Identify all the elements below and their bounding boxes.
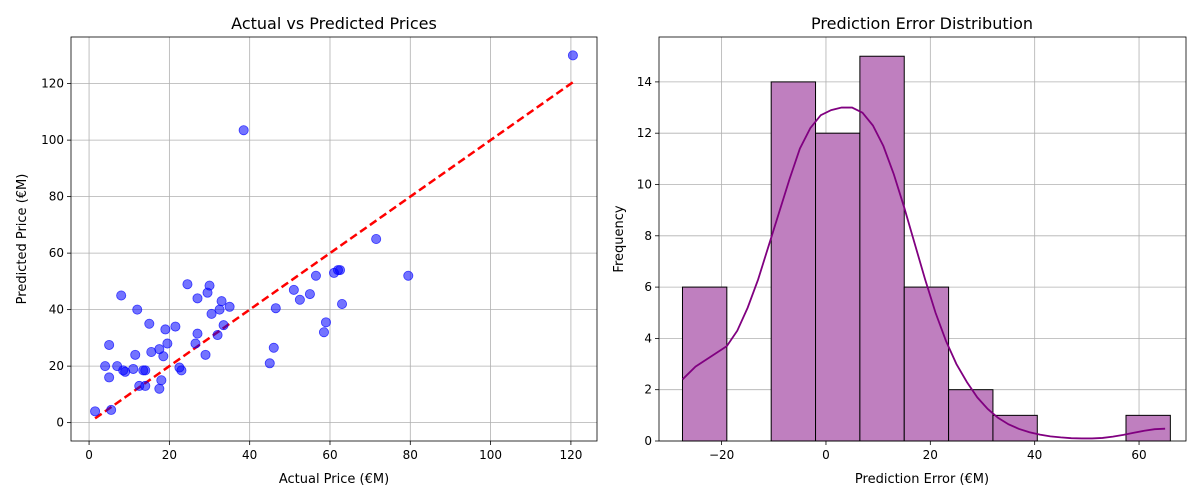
scatter-point bbox=[154, 383, 165, 394]
scatter-reference-line-group bbox=[94, 81, 574, 420]
scatter-point bbox=[144, 318, 155, 329]
scatter-ticks: 0 20 40 60 80 100 120 0 20 40 60 80 100 120 bbox=[41, 77, 582, 462]
histogram-x-tick-label: −20 bbox=[709, 448, 734, 462]
scatter-point bbox=[567, 50, 578, 61]
histogram-chart: Prediction Error Distribution −20 0 20 40 60… bbox=[612, 14, 1187, 487]
scatter-point bbox=[104, 372, 115, 383]
scatter-point bbox=[104, 339, 115, 350]
scatter-chart: Actual vs Predicted Prices 0 20 40 60 80 100 1… bbox=[15, 14, 598, 487]
scatter-point bbox=[160, 324, 171, 335]
histogram-x-tick-label: 40 bbox=[1027, 448, 1042, 462]
scatter-point bbox=[182, 279, 193, 290]
histogram-x-tick-label: 20 bbox=[923, 448, 938, 462]
histogram-bar bbox=[770, 81, 817, 442]
histogram-bar bbox=[948, 389, 994, 442]
scatter-point bbox=[212, 330, 223, 341]
scatter-x-tick-label: 120 bbox=[559, 448, 582, 462]
histogram-bars bbox=[681, 55, 1171, 442]
scatter-x-tick-label: 60 bbox=[322, 448, 337, 462]
scatter-point bbox=[140, 380, 151, 391]
scatter-point bbox=[170, 321, 181, 332]
histogram-y-tick-label: 10 bbox=[637, 177, 652, 191]
scatter-point bbox=[158, 351, 169, 362]
histogram-bar bbox=[859, 55, 905, 442]
scatter-point bbox=[204, 280, 215, 291]
scatter-point bbox=[206, 308, 217, 319]
scatter-point bbox=[192, 328, 203, 339]
histogram-y-tick-label: 0 bbox=[644, 434, 652, 448]
histogram-bar bbox=[815, 132, 861, 442]
histogram-y-tick-label: 4 bbox=[644, 331, 652, 345]
scatter-point bbox=[310, 270, 321, 281]
scatter-y-tick-label: 120 bbox=[41, 77, 64, 91]
scatter-y-tick-label: 20 bbox=[49, 359, 64, 373]
histogram-ticks: −20 0 20 40 60 0 2 4 6 8 10 12 14 bbox=[637, 75, 1147, 462]
histogram-bar bbox=[681, 286, 728, 442]
histogram-x-axis-label: Prediction Error (€M) bbox=[855, 472, 989, 487]
scatter-point bbox=[270, 303, 281, 314]
histogram-y-tick-label: 2 bbox=[644, 383, 652, 397]
scatter-x-tick-label: 0 bbox=[85, 448, 93, 462]
scatter-x-tick-label: 20 bbox=[162, 448, 177, 462]
scatter-x-tick-label: 40 bbox=[242, 448, 257, 462]
histogram-y-tick-label: 14 bbox=[637, 75, 652, 89]
histogram-kde-group bbox=[681, 106, 1166, 440]
scatter-point bbox=[218, 320, 229, 331]
scatter-reference-line bbox=[94, 81, 574, 420]
scatter-point bbox=[403, 270, 414, 281]
scatter-title: Actual vs Predicted Prices bbox=[231, 14, 437, 33]
scatter-point bbox=[320, 317, 331, 328]
scatter-x-tick-label: 80 bbox=[403, 448, 418, 462]
scatter-point bbox=[304, 289, 315, 300]
scatter-x-axis-label: Actual Price (€M) bbox=[279, 472, 389, 487]
scatter-point bbox=[288, 284, 299, 295]
scatter-x-tick-label: 100 bbox=[479, 448, 502, 462]
scatter-point bbox=[128, 363, 139, 374]
scatter-y-tick-label: 100 bbox=[41, 133, 64, 147]
histogram-kde-curve bbox=[681, 106, 1166, 440]
scatter-point bbox=[90, 406, 101, 417]
scatter-point bbox=[140, 365, 151, 376]
histogram-y-tick-label: 12 bbox=[637, 126, 652, 140]
scatter-point bbox=[216, 296, 227, 307]
histogram-x-tick-label: 0 bbox=[822, 448, 830, 462]
scatter-point bbox=[156, 375, 167, 386]
histogram-y-tick-label: 8 bbox=[644, 229, 652, 243]
scatter-y-tick-label: 60 bbox=[49, 246, 64, 260]
scatter-point bbox=[335, 265, 346, 276]
histogram-title: Prediction Error Distribution bbox=[811, 14, 1033, 33]
scatter-point bbox=[132, 304, 143, 315]
scatter-point bbox=[337, 298, 348, 309]
scatter-point bbox=[130, 349, 141, 360]
histogram-bar bbox=[903, 286, 950, 442]
histogram-y-tick-label: 6 bbox=[644, 280, 652, 294]
scatter-points bbox=[90, 50, 578, 417]
scatter-point bbox=[162, 338, 173, 349]
scatter-point bbox=[371, 233, 382, 244]
scatter-point bbox=[116, 290, 127, 301]
histogram-y-axis-label: Frequency bbox=[612, 205, 627, 272]
scatter-point bbox=[214, 304, 225, 315]
histogram-x-tick-label: 60 bbox=[1131, 448, 1146, 462]
scatter-point bbox=[192, 293, 203, 304]
scatter-point bbox=[176, 365, 187, 376]
scatter-point bbox=[100, 361, 111, 372]
scatter-y-tick-label: 0 bbox=[56, 416, 64, 430]
scatter-point bbox=[318, 327, 329, 338]
scatter-point bbox=[268, 342, 279, 353]
scatter-y-tick-label: 80 bbox=[49, 190, 64, 204]
scatter-point bbox=[106, 404, 117, 415]
scatter-point bbox=[294, 294, 305, 305]
scatter-point bbox=[238, 125, 249, 136]
scatter-y-tick-label: 40 bbox=[49, 303, 64, 317]
scatter-point bbox=[200, 349, 211, 360]
scatter-y-axis-label: Predicted Price (€M) bbox=[15, 174, 30, 305]
scatter-plot-frame bbox=[70, 36, 598, 442]
histogram-plot-frame bbox=[658, 36, 1187, 442]
scatter-point bbox=[264, 358, 275, 369]
scatter-point bbox=[224, 301, 235, 312]
scatter-grid bbox=[71, 37, 597, 441]
scatter-point bbox=[190, 338, 201, 349]
